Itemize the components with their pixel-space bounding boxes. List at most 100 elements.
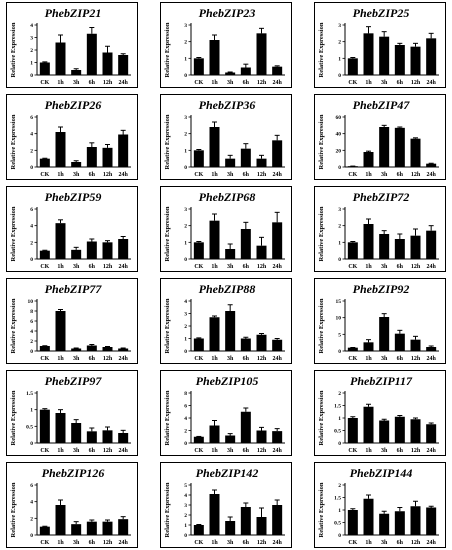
x-tick-label: 24h: [118, 264, 128, 270]
chart-title: PhebZIP25: [353, 6, 410, 20]
x-tick-label: 24h: [272, 448, 282, 454]
bar: [55, 223, 66, 259]
y-axis-label: Relative Expression: [10, 482, 17, 537]
chart-title: PhebZIP72: [353, 190, 410, 204]
y-axis-label: Relative Expression: [164, 22, 171, 77]
x-tick-label: 24h: [272, 172, 282, 178]
x-tick-label: 3h: [73, 540, 80, 546]
chart-panel: PhebZIP97 Relative Expression 0 0.5 1 1.5 CK 1h…: [6, 370, 138, 456]
bar: [410, 235, 421, 259]
x-tick-label: 12h: [103, 448, 113, 454]
y-tick-label: 4: [30, 132, 33, 138]
bar: [55, 413, 66, 443]
y-tick-label: 1: [338, 56, 341, 62]
x-tick-label: 3h: [73, 264, 80, 270]
y-tick-label: 2: [184, 324, 187, 330]
y-axis-label: Relative Expression: [318, 390, 325, 445]
bar: [256, 33, 267, 75]
chart-title: PhebZIP117: [350, 374, 413, 388]
y-tick-label: 3: [184, 207, 187, 213]
bar: [394, 239, 405, 259]
bar: [363, 498, 374, 535]
x-tick-label: CK: [194, 80, 203, 86]
x-tick-label: 1h: [57, 356, 64, 362]
bar: [272, 222, 283, 259]
chart-title: PhebZIP21: [45, 6, 102, 20]
y-tick-label: 1: [184, 148, 187, 154]
y-tick-label: 0.5: [334, 521, 341, 527]
bar: [55, 42, 66, 75]
x-tick-label: 1h: [211, 264, 218, 270]
y-axis-label: Relative Expression: [318, 298, 325, 353]
x-tick-label: CK: [194, 172, 203, 178]
bar: [410, 419, 421, 443]
y-tick-label: 0: [184, 73, 187, 79]
y-tick-label: 6: [30, 483, 33, 489]
x-tick-label: 3h: [227, 356, 234, 362]
chart-title: PhebZIP97: [45, 374, 103, 388]
x-tick-label: 1h: [365, 172, 372, 178]
bar-chart: PhebZIP23 Relative Expression 0 1 2 3 CK 1h 3h 6h…: [164, 6, 285, 86]
bar: [410, 506, 421, 535]
chart-title: PhebZIP23: [199, 6, 256, 20]
y-tick-label: 2: [30, 240, 33, 246]
x-tick-label: CK: [194, 540, 203, 546]
y-tick-label: 3: [338, 23, 341, 29]
chart-title: PhebZIP36: [199, 98, 256, 112]
bar: [55, 132, 66, 167]
y-tick-label: 0: [338, 441, 341, 447]
x-tick-label: 3h: [73, 448, 80, 454]
y-tick-label: 2: [30, 339, 33, 345]
x-tick-label: 24h: [272, 80, 282, 86]
bar: [225, 249, 236, 259]
x-tick-label: 1h: [211, 80, 218, 86]
x-tick-label: CK: [194, 356, 203, 362]
bar: [379, 317, 390, 351]
bar: [347, 510, 358, 535]
x-tick-label: 24h: [118, 80, 128, 86]
y-tick-label: 3: [184, 115, 187, 121]
y-tick-label: 10: [336, 316, 342, 322]
y-tick-label: 3: [338, 207, 341, 213]
bar: [394, 45, 405, 75]
x-tick-label: 1h: [211, 540, 218, 546]
x-tick-label: CK: [194, 448, 203, 454]
bar: [240, 148, 251, 167]
y-axis-label: Relative Expression: [164, 114, 171, 169]
x-tick-label: 12h: [411, 264, 421, 270]
bar: [193, 150, 204, 167]
x-tick-label: 6h: [397, 448, 404, 454]
chart-panel: PhebZIP36 Relative Expression 0 1 2 3 CK 1h 3h 6h…: [160, 94, 292, 180]
y-tick-label: 4: [30, 329, 33, 335]
x-tick-label: 3h: [227, 540, 234, 546]
x-tick-label: 3h: [381, 448, 388, 454]
y-tick-label: 1: [184, 523, 187, 529]
y-tick-label: 40: [336, 132, 342, 138]
chart-panel: PhebZIP21 Relative Expression 0 1 2 3 4 CK 1h 3h 6…: [6, 2, 138, 88]
chart-panel: PhebZIP88 Relative Expression 0 1 2 3 4 CK 1h 3h 6…: [160, 278, 292, 364]
x-tick-label: CK: [40, 264, 49, 270]
bar: [71, 348, 82, 351]
x-tick-label: CK: [348, 356, 357, 362]
bar: [118, 348, 129, 351]
bar: [209, 220, 220, 259]
y-tick-label: 1: [30, 408, 33, 414]
x-tick-label: 24h: [272, 356, 282, 362]
y-tick-label: 2: [184, 429, 187, 435]
x-tick-label: 1h: [365, 448, 372, 454]
y-tick-label: 1.5: [334, 404, 341, 410]
x-tick-label: 12h: [411, 540, 421, 546]
bar: [363, 406, 374, 443]
x-tick-label: 12h: [257, 448, 267, 454]
x-tick-label: 3h: [381, 172, 388, 178]
chart-panel: PhebZIP144 Relative Expression 0 0.5 1 1.5 2 CK…: [314, 462, 446, 548]
bar: [39, 409, 50, 443]
y-tick-label: 6: [30, 115, 33, 121]
bar: [86, 521, 97, 535]
bar: [272, 339, 283, 351]
bar: [102, 242, 113, 259]
y-tick-label: 20: [336, 148, 342, 154]
bar: [347, 418, 358, 443]
y-axis-label: Relative Expression: [10, 390, 17, 445]
x-tick-label: 12h: [257, 172, 267, 178]
